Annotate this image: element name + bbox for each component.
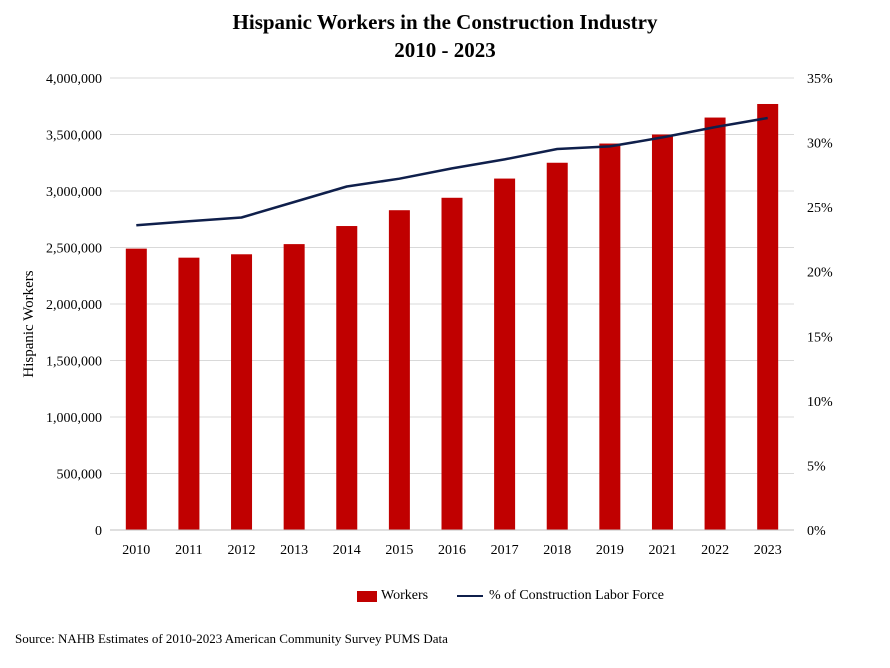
- x-tick-label: 2021: [648, 543, 676, 558]
- legend-swatch-percent: [457, 595, 483, 597]
- bar-workers: [546, 162, 568, 530]
- y-tick-label: 2,500,000: [46, 242, 102, 257]
- chart-title: Hispanic Workers in the Construction Ind…: [232, 10, 658, 34]
- x-tick-label: 2013: [280, 543, 308, 558]
- y2-tick-label: 35%: [807, 72, 833, 87]
- legend-label-percent: % of Construction Labor Force: [489, 588, 664, 603]
- y-tick-label: 3,000,000: [46, 185, 102, 200]
- x-tick-label: 2023: [754, 543, 782, 558]
- bar-workers: [599, 143, 621, 531]
- y-tick-label: 1,000,000: [46, 411, 102, 426]
- y-tick-label: 1,500,000: [46, 355, 102, 370]
- x-tick-label: 2010: [122, 543, 150, 558]
- legend-item-workers: Workers: [357, 588, 428, 604]
- bar-workers: [388, 210, 410, 530]
- y-tick-label: 4,000,000: [46, 72, 102, 87]
- legend: Workers % of Construction Labor Force: [0, 588, 890, 608]
- x-tick-label: 2017: [491, 543, 519, 558]
- y2-tick-label: 20%: [807, 266, 833, 281]
- bar-workers: [178, 257, 200, 530]
- legend-item-percent: % of Construction Labor Force: [457, 588, 664, 604]
- y2-tick-label: 15%: [807, 330, 833, 345]
- y-tick-label: 0: [95, 524, 102, 539]
- y-tick-label: 2,000,000: [46, 298, 102, 313]
- bar-workers: [231, 254, 253, 530]
- y2-tick-label: 0%: [807, 524, 826, 539]
- bar-workers: [757, 103, 779, 531]
- bar-workers: [441, 197, 463, 530]
- x-tick-label: 2022: [701, 543, 729, 558]
- x-tick-label: 2019: [596, 543, 624, 558]
- x-tick-label: 2015: [385, 543, 413, 558]
- line-labor-force-share: [136, 116, 768, 227]
- legend-swatch-workers: [357, 590, 377, 602]
- legend-label-workers: Workers: [381, 588, 429, 603]
- y2-tick-label: 5%: [807, 459, 826, 474]
- x-tick-label: 2014: [333, 543, 361, 558]
- bar-workers: [336, 226, 358, 530]
- y2-tick-label: 10%: [807, 395, 833, 410]
- bar-workers: [704, 117, 726, 531]
- x-tick-label: 2012: [228, 543, 256, 558]
- y-tick-label: 3,500,000: [46, 129, 102, 144]
- y2-tick-label: 30%: [807, 137, 833, 152]
- bar-workers: [651, 134, 673, 530]
- bar-workers: [283, 244, 305, 531]
- bar-workers: [494, 178, 516, 530]
- chart-subtitle: 2010 - 2023: [394, 38, 496, 62]
- source-note: Source: NAHB Estimates of 2010-2023 Amer…: [15, 631, 448, 646]
- y-axis-label: Hispanic Workers: [21, 270, 37, 377]
- y-tick-label: 500,000: [57, 468, 103, 483]
- chart-area: 0 500,000 1,000,000 1,500,000 2,000,000 2,500…: [21, 72, 833, 558]
- x-tick-label: 2018: [543, 543, 571, 558]
- x-tick-label: 2016: [438, 543, 466, 558]
- bar-workers: [125, 248, 147, 530]
- y2-tick-label: 25%: [807, 201, 833, 216]
- x-tick-label: 2011: [175, 543, 202, 558]
